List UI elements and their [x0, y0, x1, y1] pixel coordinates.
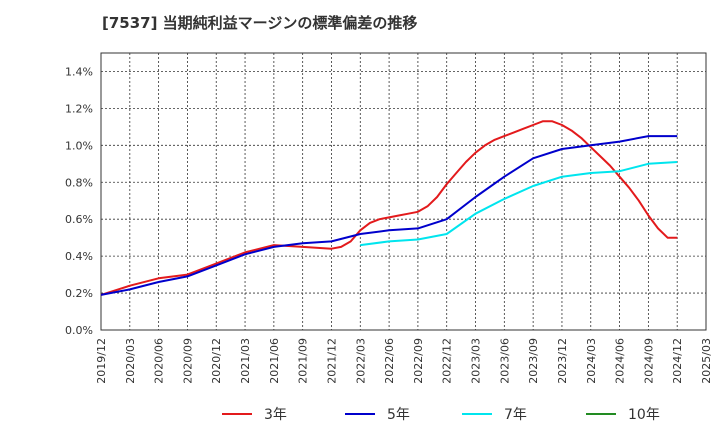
x-tick-label: 2024/12: [671, 338, 684, 384]
series-line-7年: [360, 161, 678, 247]
x-tick-label: 2022/09: [412, 338, 425, 384]
chart-title: [7537] 当期純利益マージンの標準偏差の推移: [102, 14, 418, 32]
y-tick-label: 0.2%: [65, 287, 93, 300]
y-axis-ticks: 0.0% 0.2% 0.4% 0.6% 0.8% 1.0% 1.2% 1.4%: [65, 65, 93, 337]
x-tick-label: 2020/03: [124, 338, 137, 384]
legend-label: 5年: [387, 407, 410, 423]
x-tick-label: 2021/12: [325, 338, 338, 384]
series-line-3年: [100, 120, 678, 296]
x-tick-label: 2025/03: [700, 338, 713, 384]
x-tick-label: 2023/06: [498, 338, 511, 384]
x-tick-label: 2022/12: [441, 338, 454, 384]
y-tick-label: 1.2%: [65, 102, 93, 115]
legend: 3年 5年 7年 10年: [222, 407, 660, 423]
y-tick-label: 1.0%: [65, 139, 93, 152]
x-tick-label: 2020/12: [210, 338, 223, 384]
x-tick-label: 2024/03: [585, 338, 598, 384]
y-tick-label: 0.6%: [65, 213, 93, 226]
x-axis-ticks: 2019/12 2020/03 2020/06 2020/09 2020/12 2021/…: [95, 338, 713, 384]
series-line-5年: [100, 135, 678, 296]
legend-label: 7年: [504, 407, 527, 423]
x-tick-label: 2021/03: [239, 338, 252, 384]
plot-area: [100, 52, 707, 331]
x-tick-label: 2023/12: [556, 338, 569, 384]
x-tick-label: 2023/09: [527, 338, 540, 384]
legend-label: 3年: [264, 407, 287, 423]
y-tick-label: 0.8%: [65, 176, 93, 189]
x-tick-label: 2021/06: [268, 338, 281, 384]
y-tick-label: 0.4%: [65, 250, 93, 263]
x-tick-label: 2023/03: [470, 338, 483, 384]
x-tick-label: 2022/03: [354, 338, 367, 384]
y-tick-label: 0.0%: [65, 324, 93, 337]
x-tick-label: 2024/09: [642, 338, 655, 384]
x-tick-label: 2020/09: [181, 338, 194, 384]
grid-lines: [101, 53, 706, 330]
x-tick-label: 2019/12: [95, 338, 108, 384]
x-tick-label: 2024/06: [614, 338, 627, 384]
series-lines: [100, 120, 678, 296]
y-tick-label: 1.4%: [65, 65, 93, 78]
x-tick-label: 2021/09: [297, 338, 310, 384]
x-tick-label: 2020/06: [153, 338, 166, 384]
x-tick-label: 2022/06: [383, 338, 396, 384]
legend-label: 10年: [628, 407, 660, 423]
